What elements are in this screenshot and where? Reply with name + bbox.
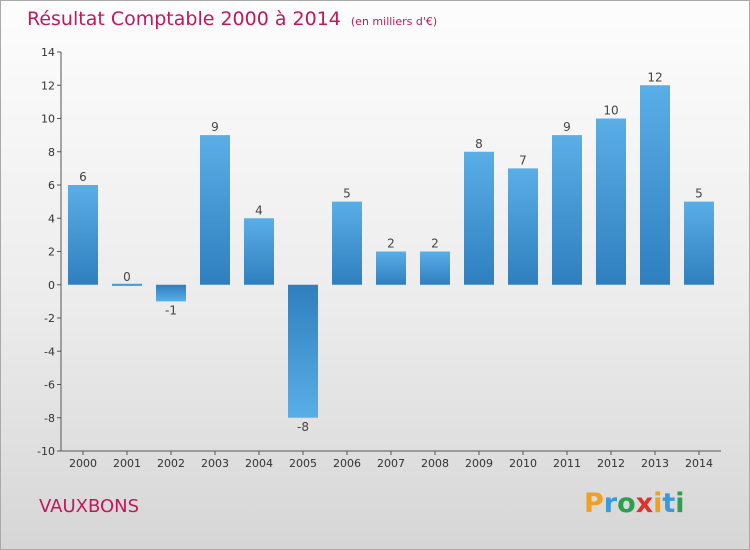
x-tick-label: 2004	[245, 457, 273, 470]
y-tick-label: 2	[48, 246, 55, 259]
data-label: 5	[695, 187, 703, 201]
bar	[508, 168, 538, 285]
y-tick-label: -8	[44, 412, 55, 425]
bar	[112, 283, 142, 286]
logo-letter: t	[662, 488, 676, 519]
x-tick-label: 2005	[289, 457, 317, 470]
y-tick-label: 12	[41, 79, 55, 92]
data-label: 8	[475, 137, 483, 151]
logo-letter: P	[584, 488, 604, 519]
x-tick-label: 2009	[465, 457, 493, 470]
logo-letter: i	[653, 488, 663, 519]
y-tick-label: 14	[41, 46, 55, 59]
bar	[68, 185, 98, 285]
logo-letter: i	[675, 488, 685, 519]
x-tick-label: 2001	[113, 457, 141, 470]
bar	[684, 201, 714, 285]
bar	[200, 135, 230, 285]
chart-subtitle: (en milliers d'€)	[350, 15, 438, 28]
data-label: 5	[343, 187, 351, 201]
bar	[596, 118, 626, 285]
data-label: 12	[647, 70, 662, 84]
data-label: 7	[519, 153, 527, 167]
data-label: 10	[603, 104, 618, 118]
data-label: 6	[79, 170, 87, 184]
chart-title: Résultat Comptable 2000 à 2014 (en millie…	[27, 8, 437, 30]
x-tick-label: 2000	[69, 457, 97, 470]
bar	[464, 151, 494, 285]
x-tick-label: 2010	[509, 457, 537, 470]
data-label: 4	[255, 203, 263, 217]
logo-letter: o	[617, 488, 636, 519]
data-label: -1	[165, 303, 177, 317]
x-tick-label: 2003	[201, 457, 229, 470]
data-label: 2	[431, 237, 439, 251]
y-tick-label: 10	[41, 113, 55, 126]
data-label: 9	[563, 120, 571, 134]
bar	[420, 251, 450, 285]
y-tick-label: 6	[48, 179, 55, 192]
logo-letter: r	[603, 488, 618, 519]
x-tick-label: 2011	[553, 457, 581, 470]
y-tick-label: -2	[44, 312, 55, 325]
logo-letter: x	[635, 488, 654, 519]
data-label: 0	[123, 270, 131, 284]
chart-title-text: Résultat Comptable 2000 à 2014	[27, 8, 341, 30]
x-tick-label: 2008	[421, 457, 449, 470]
proxiti-logo: Proxiti	[584, 488, 685, 519]
x-tick-label: 2006	[333, 457, 361, 470]
y-tick-label: 4	[48, 212, 55, 225]
y-tick-label: -4	[44, 345, 55, 358]
x-tick-label: 2014	[685, 457, 713, 470]
x-tick-label: 2002	[157, 457, 185, 470]
bar	[552, 135, 582, 285]
bar	[376, 251, 406, 285]
y-tick-label: 0	[48, 279, 55, 292]
bar	[288, 284, 318, 418]
bar	[244, 218, 274, 285]
data-label: -8	[297, 420, 309, 434]
bar	[332, 201, 362, 285]
bar	[640, 85, 670, 285]
bar	[156, 284, 186, 302]
y-tick-label: -10	[37, 445, 55, 458]
x-tick-label: 2013	[641, 457, 669, 470]
data-label: 9	[211, 120, 219, 134]
x-tick-label: 2007	[377, 457, 405, 470]
y-tick-label: -6	[44, 379, 55, 392]
data-label: 2	[387, 237, 395, 251]
place-name: VAUXBONS	[39, 496, 140, 517]
y-tick-label: 8	[48, 146, 55, 159]
x-tick-label: 2012	[597, 457, 625, 470]
